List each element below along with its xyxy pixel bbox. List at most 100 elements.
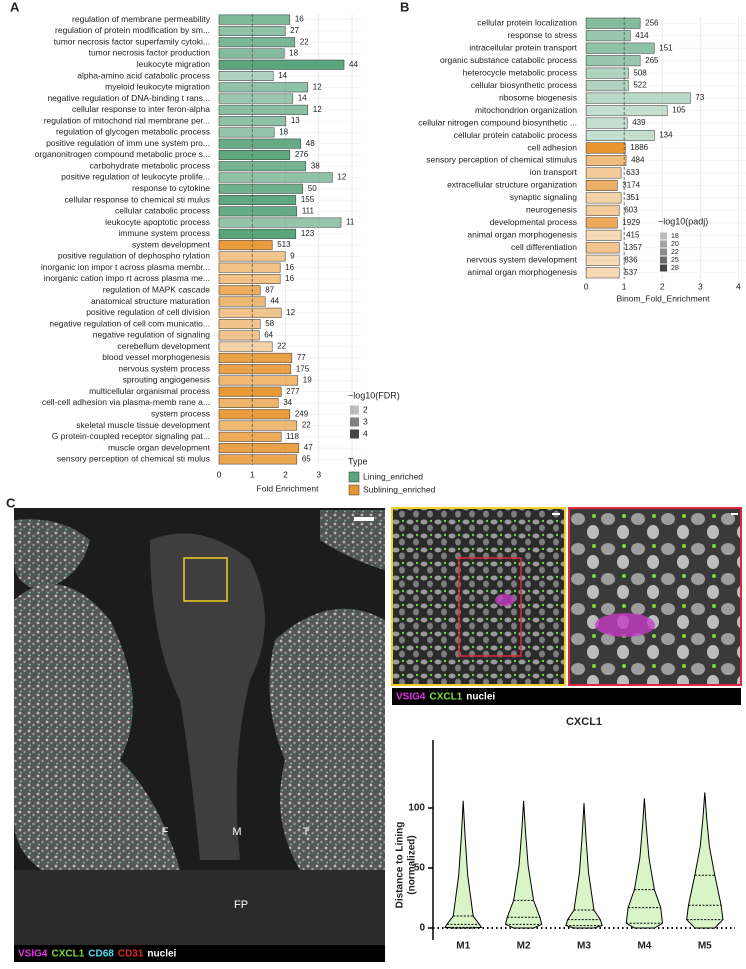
category-label: tumor necrosis factor production xyxy=(89,48,211,58)
bar xyxy=(218,398,279,408)
count-label: 16 xyxy=(285,263,294,272)
bar xyxy=(218,375,299,386)
bar xyxy=(585,142,626,154)
category-label: organic substance catabolic process xyxy=(440,55,577,65)
region-label: F xyxy=(162,826,169,838)
count-label: 12 xyxy=(337,173,346,182)
bar xyxy=(218,195,297,206)
category-label: cellular protein catabolic process xyxy=(454,130,577,140)
count-label: 265 xyxy=(645,56,659,65)
category-label: neurogenesis xyxy=(526,205,577,215)
overview-image xyxy=(14,508,385,962)
legend-label: 28 xyxy=(671,265,679,272)
bar xyxy=(218,183,304,194)
bar xyxy=(585,167,622,179)
category-label: cellular biosynthetic process xyxy=(471,80,577,90)
category-label: response to cytokine xyxy=(132,183,210,193)
category-label: positive regulation of dephospho rylatio… xyxy=(58,251,210,261)
category-label: animal organ morphogenesis xyxy=(467,267,577,277)
legend-title: −log10(padj) xyxy=(658,216,708,226)
stain-label: VSIG4 xyxy=(396,692,426,703)
category-label: animal organ morphogenesis xyxy=(467,230,577,240)
bar xyxy=(218,319,261,330)
count-label: 64 xyxy=(264,330,273,339)
bar xyxy=(585,117,628,129)
bar xyxy=(218,149,291,160)
count-label: 14 xyxy=(298,94,307,103)
count-label: 249 xyxy=(295,409,309,418)
bar xyxy=(218,352,293,363)
stain-label: nuclei xyxy=(147,949,176,960)
count-label: 105 xyxy=(672,106,686,115)
category-label: G protein-coupled receptor signaling pat… xyxy=(52,431,210,441)
stain-label: CXCL1 xyxy=(429,692,462,703)
tissue xyxy=(14,519,90,590)
category-label: cellular catabolic process xyxy=(115,206,210,216)
bar xyxy=(218,364,292,375)
bar xyxy=(585,30,631,42)
violin xyxy=(565,803,603,929)
bar xyxy=(218,409,291,420)
category-label: anatomical structure maturation xyxy=(91,296,210,306)
x-tick-label: 1 xyxy=(622,281,627,291)
stain-label: CD31 xyxy=(118,949,144,960)
category-label: cell adhesion xyxy=(527,142,577,152)
count-label: 155 xyxy=(301,195,315,204)
bar xyxy=(218,93,294,104)
tissue xyxy=(320,510,385,570)
violin xyxy=(504,800,543,929)
bar xyxy=(218,285,261,296)
bar xyxy=(218,206,298,217)
legend-swatch xyxy=(660,248,667,256)
scale-bar xyxy=(552,513,560,515)
count-label: 175 xyxy=(296,364,310,373)
count-label: 44 xyxy=(349,60,358,69)
category-label: heterocycle metabolic process xyxy=(463,67,577,77)
count-label: 48 xyxy=(306,139,315,148)
count-label: 87 xyxy=(265,285,274,294)
count-label: 58 xyxy=(265,319,274,328)
legend-swatch xyxy=(660,256,667,264)
count-label: 351 xyxy=(626,193,640,202)
panel-label: C xyxy=(6,495,16,510)
x-tick-label: 0 xyxy=(584,281,589,291)
bar xyxy=(218,48,285,59)
count-label: 16 xyxy=(295,15,304,24)
count-label: 11 xyxy=(346,218,355,227)
zoom-box xyxy=(458,557,522,657)
legend-title: Type xyxy=(348,456,368,466)
category-label: regulation of glycogen metabolic process xyxy=(56,127,210,137)
category-label: mitochondrion organization xyxy=(475,105,577,115)
bar xyxy=(218,59,345,70)
category-label: cellular response to chemical sti mulus xyxy=(64,194,210,204)
count-label: 14 xyxy=(278,71,287,80)
bar xyxy=(218,330,260,341)
inset-images xyxy=(391,507,742,705)
bar xyxy=(218,431,282,442)
bar xyxy=(585,92,691,104)
category-label: nervous system process xyxy=(118,363,210,373)
y-tick-label: 100 xyxy=(408,803,425,814)
bar xyxy=(585,242,620,254)
bar xyxy=(218,454,298,465)
legend-swatch xyxy=(660,232,667,240)
bar xyxy=(585,217,618,229)
bar xyxy=(585,67,629,79)
count-label: 38 xyxy=(311,161,320,170)
bar xyxy=(218,82,309,93)
x-tick-label: M4 xyxy=(637,941,651,952)
count-label: 12 xyxy=(313,82,322,91)
x-tick-label: M3 xyxy=(577,941,591,952)
count-label: 12 xyxy=(286,308,295,317)
stain-label: VSIG4 xyxy=(18,949,48,960)
bar xyxy=(218,307,282,318)
category-label: negative regulation of signaling xyxy=(93,330,210,340)
legend-label: 18 xyxy=(671,233,679,240)
category-label: system process xyxy=(151,409,210,419)
count-label: 415 xyxy=(626,230,640,239)
count-label: 1886 xyxy=(630,143,648,152)
legend-label: 3 xyxy=(363,416,368,426)
count-label: 22 xyxy=(277,342,286,351)
legend-label: 4 xyxy=(363,428,368,438)
category-label: response to stress xyxy=(508,30,577,40)
